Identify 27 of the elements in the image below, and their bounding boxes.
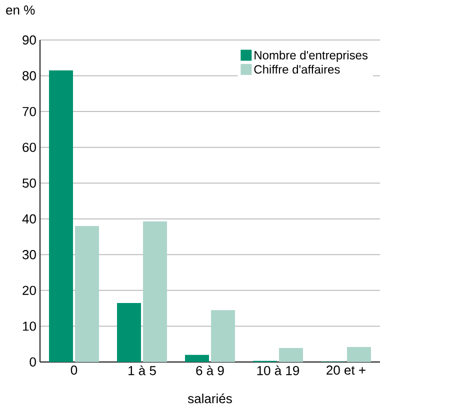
x-tick-label: 6 à 9 xyxy=(196,366,224,376)
legend-label: Nombre d'entreprises xyxy=(254,50,368,62)
x-tick-label: 0 xyxy=(70,366,78,375)
y-axis-title: en % xyxy=(6,6,35,15)
bar xyxy=(143,221,168,362)
y-tick-label: 0 xyxy=(30,357,36,367)
y-tick-label: 70 xyxy=(22,106,36,116)
bar xyxy=(278,348,303,362)
bar xyxy=(117,302,141,362)
bar xyxy=(346,346,371,362)
bar xyxy=(75,226,100,362)
bar xyxy=(49,70,74,362)
bar xyxy=(185,354,209,362)
y-tick-label: 60 xyxy=(22,142,36,152)
x-axis-title: salariés xyxy=(188,394,232,404)
y-tick-label: 90 xyxy=(22,35,36,45)
y-tick-label: 10 xyxy=(23,322,36,331)
bar xyxy=(211,310,235,362)
y-tick-label: 30 xyxy=(22,250,36,260)
y-tick-label: 80 xyxy=(22,71,36,80)
y-tick-label: 40 xyxy=(22,214,36,224)
legend-label: Chiffre d'affaires xyxy=(254,64,340,74)
y-tick-label: 20 xyxy=(22,286,36,296)
x-tick-label: 20 et + xyxy=(326,366,366,375)
x-tick-label: 10 à 19 xyxy=(257,366,300,376)
y-tick-label: 50 xyxy=(22,178,36,188)
x-tick-label: 1 à 5 xyxy=(128,366,156,376)
